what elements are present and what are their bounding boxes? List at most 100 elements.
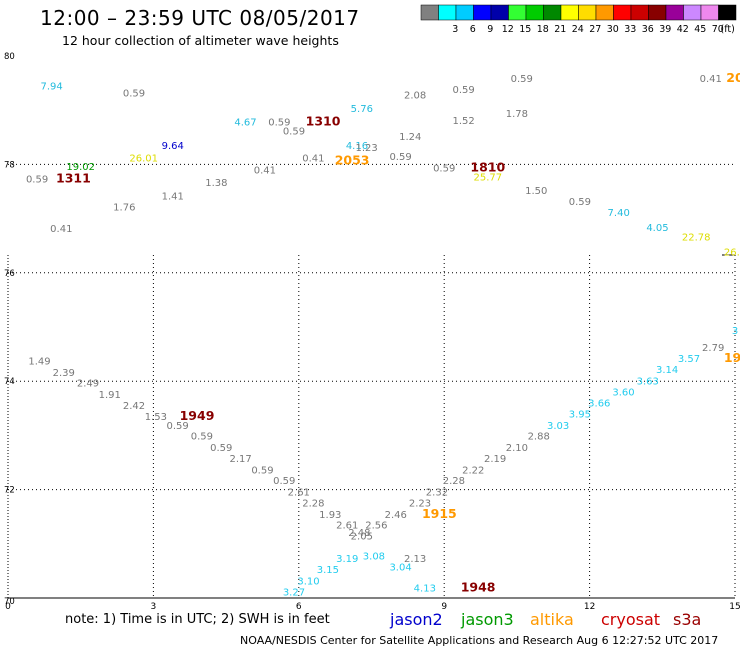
data-point: 3.57 — [678, 354, 700, 365]
x-tick-label: 3 — [151, 602, 157, 612]
data-point: 0.59 — [191, 432, 213, 443]
y-tick-label: 74 — [4, 377, 15, 387]
data-point: 0.59 — [167, 421, 189, 432]
data-point: 2.19 — [484, 454, 506, 465]
colorbar-label: 15 — [519, 24, 531, 35]
data-point: 0.59 — [210, 443, 232, 454]
data-point: 2.17 — [230, 454, 252, 465]
data-point: 1.50 — [525, 186, 547, 197]
colorbar-label: 9 — [487, 24, 493, 35]
data-point: 25.77 — [473, 173, 502, 184]
data-point: 3.03 — [547, 421, 569, 432]
x-tick-label: 6 — [296, 602, 302, 612]
data-point: 22.78 — [682, 232, 711, 243]
data-point: 19 — [724, 350, 740, 365]
colorbar-label: 18 — [537, 24, 549, 35]
data-point: 0.59 — [283, 127, 305, 138]
x-tick-label: 15 — [729, 602, 740, 612]
data-point: 2.22 — [462, 465, 484, 476]
data-point: 5.76 — [351, 104, 373, 115]
data-point: 1.53 — [145, 412, 167, 423]
data-point: 2.42 — [123, 401, 145, 412]
data-point: 2.32 — [426, 488, 448, 499]
colorbar-label: 39 — [659, 24, 671, 35]
colorbar-label: 45 — [694, 24, 706, 35]
data-point: 0.59 — [569, 197, 591, 208]
data-point: 1.76 — [113, 202, 135, 213]
data-point: 3.08 — [363, 552, 385, 563]
data-point: 19.02 — [66, 162, 95, 173]
colorbar-label: 27 — [589, 24, 601, 35]
data-point: 2.13 — [404, 554, 426, 565]
data-point: 1.49 — [28, 356, 50, 367]
data-point: 20 — [726, 70, 740, 85]
data-point: 1.93 — [319, 510, 341, 521]
data-point: 1.52 — [452, 116, 474, 127]
data-point: 3.95 — [569, 410, 591, 421]
data-point: 0.41 — [50, 224, 72, 235]
colorbar: 3 6 9 12 15 18 21 24 27 30 33 36 39 42 45 70(ft) — [420, 4, 737, 35]
data-point: 2.49 — [77, 379, 99, 390]
data-point: 2.10 — [506, 443, 528, 454]
colorbar-swatch — [718, 4, 737, 21]
data-point: 4.13 — [414, 583, 436, 594]
data-point: 3.60 — [612, 387, 634, 398]
data-point: 1915 — [422, 506, 457, 521]
data-point: 2.28 — [443, 476, 465, 487]
data-point: 1310 — [306, 113, 341, 128]
data-point: 2053 — [335, 152, 370, 167]
data-point: 0.59 — [268, 117, 290, 128]
data-point: 3.19 — [336, 554, 358, 565]
data-point: 0.59 — [389, 152, 411, 163]
data-point: 3.27 — [283, 587, 305, 598]
y-tick-label: 76 — [4, 269, 15, 279]
data-point: 0.41 — [302, 154, 324, 165]
colorbar-label: 36 — [642, 24, 654, 35]
data-point: 1.41 — [162, 192, 184, 203]
data-point: 2.61 — [336, 521, 358, 532]
chart-title: 12:00 – 23:59 UTC 08/05/2017 — [40, 6, 360, 30]
colorbar-label: 3 — [452, 24, 458, 35]
data-point: 1.38 — [205, 178, 227, 189]
data-point: 2.88 — [528, 432, 550, 443]
data-point: 0.41 — [254, 166, 276, 177]
x-tick-label: 9 — [441, 602, 447, 612]
data-point: 26.9 — [724, 247, 740, 258]
colorbar-label: 33 — [624, 24, 636, 35]
data-point: 7.94 — [40, 82, 62, 93]
data-point: 0.59 — [511, 74, 533, 85]
x-tick-label: 12 — [584, 602, 595, 612]
data-point: 3 — [732, 326, 738, 337]
data-point: 3.66 — [588, 399, 610, 410]
legend-s3a: s3a — [673, 610, 702, 629]
data-point: 1810 — [470, 159, 505, 174]
data-point: 0.59 — [123, 89, 145, 100]
data-point: 7.40 — [608, 208, 630, 219]
chart-subtitle: 12 hour collection of altimeter wave hei… — [62, 33, 339, 48]
data-point: 2.05 — [351, 531, 373, 542]
data-point: 4.67 — [234, 117, 256, 128]
legend-jason2: jason2 — [390, 610, 443, 629]
data-point: 3.14 — [656, 365, 678, 376]
data-point: 3.04 — [389, 562, 411, 573]
y-tick-label: 70 — [4, 597, 15, 607]
footer-note: note: 1) Time is in UTC; 2) SWH is in fe… — [65, 612, 330, 627]
footer-credit: NOAA/NESDIS Center for Satellite Applica… — [240, 634, 719, 647]
data-point: 0.59 — [433, 163, 455, 174]
data-point: 1.91 — [99, 390, 121, 401]
data-point: 4.16 — [346, 141, 368, 152]
colorbar-label: 30 — [607, 24, 619, 35]
data-point: 2.39 — [53, 368, 75, 379]
colorbar-label: 12 — [502, 24, 514, 35]
data-point: 3.10 — [297, 576, 319, 587]
legend-altika: altika — [530, 610, 574, 629]
data-point: 0.59 — [251, 465, 273, 476]
data-point: 2.23 — [409, 498, 431, 509]
colorbar-label: 42 — [677, 24, 689, 35]
data-point: 0.59 — [452, 85, 474, 96]
data-point: 9.64 — [162, 141, 184, 152]
data-point: 1.23 — [356, 143, 378, 154]
data-point: 0.59 — [273, 476, 295, 487]
y-tick-label: 72 — [4, 486, 15, 496]
legend-jason3: jason3 — [461, 610, 514, 629]
